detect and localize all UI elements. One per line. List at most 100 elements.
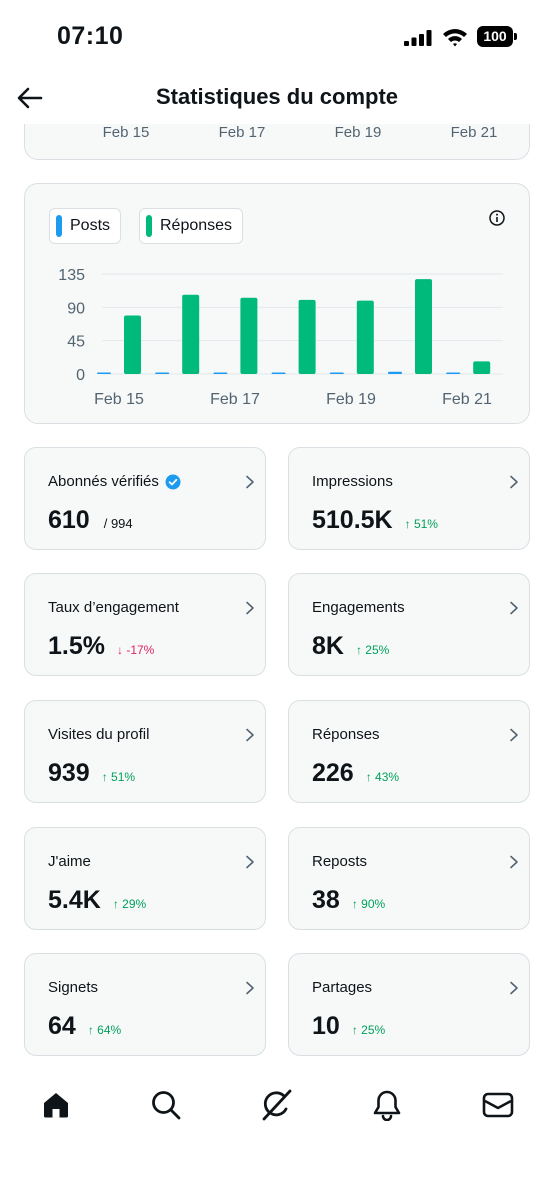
chevron-right-icon — [510, 855, 518, 869]
nav-home[interactable] — [31, 1080, 81, 1130]
chevron-right-icon — [246, 981, 254, 995]
bar-replies[interactable] — [240, 297, 258, 374]
page-title: Statistiques du compte — [155, 84, 399, 109]
stat-label-text: Abonnés vérifiés — [48, 473, 159, 490]
chart-card: Posts Réponses 135 90 45 0 Feb 15 Feb 17 Feb 1… — [24, 183, 530, 424]
home-icon — [44, 1093, 68, 1118]
back-button[interactable] — [12, 80, 48, 116]
stat-label-text: Engagements — [312, 599, 405, 616]
chevron-right-icon — [510, 728, 518, 742]
stat-label: Signets — [48, 979, 98, 996]
stat-card[interactable]: Engagements 8K ↑ 25% — [288, 573, 530, 676]
y-tick-label: 135 — [58, 267, 85, 284]
stat-value-row: 510.5K ↑ 51% — [312, 506, 438, 535]
nav-notifications[interactable] — [362, 1080, 412, 1130]
stat-label: Impressions — [312, 473, 393, 490]
stat-label: Engagements — [312, 599, 405, 616]
stat-change: ↑ 90% — [351, 897, 386, 911]
stat-value: 8K — [312, 632, 344, 660]
stat-value: 5.4K — [48, 886, 101, 914]
stat-label: J'aime — [48, 853, 91, 870]
info-icon[interactable] — [488, 209, 506, 227]
previous-chart-x-labels: Feb 15 Feb 17 Feb 19 Feb 21 — [25, 124, 529, 144]
stat-label-text: J'aime — [48, 853, 91, 870]
battery-icon: 100 — [477, 26, 517, 47]
stat-change: ↑ 43% — [365, 770, 400, 784]
wifi-icon — [443, 29, 467, 47]
x-tick-label: Feb 15 — [94, 391, 144, 408]
stat-value: 510.5K — [312, 506, 393, 534]
stat-value-row: 1.5% ↓ -17% — [48, 632, 154, 661]
chevron-right-icon — [246, 475, 254, 489]
legend-label: Réponses — [160, 217, 233, 234]
stat-card[interactable]: Visites du profil 939 ↑ 51% — [24, 700, 266, 803]
stat-card[interactable]: Partages 10 ↑ 25% — [288, 953, 530, 1056]
nav-grok[interactable] — [252, 1080, 302, 1130]
stat-value-row: 226 ↑ 43% — [312, 759, 399, 788]
bar-posts[interactable] — [329, 372, 344, 375]
stat-value: 64 — [48, 1012, 76, 1040]
bar-posts[interactable] — [271, 372, 286, 375]
bar-replies[interactable] — [356, 300, 374, 374]
nav-messages[interactable] — [473, 1080, 523, 1130]
stat-label: Reposts — [312, 853, 367, 870]
stat-value-row: 8K ↑ 25% — [312, 632, 389, 661]
stat-change: ↑ 51% — [404, 517, 438, 531]
stat-value: 939 — [48, 759, 90, 787]
chevron-right-icon — [510, 475, 518, 489]
stat-change: ↑ 64% — [87, 1023, 122, 1037]
bar-posts[interactable] — [97, 372, 111, 375]
status-time: 07:10 — [57, 22, 124, 50]
bottom-navigation — [0, 1080, 554, 1150]
legend-replies[interactable]: Réponses — [139, 208, 244, 244]
stat-card[interactable]: Abonnés vérifiés 610 / 994 — [24, 447, 266, 550]
stat-label: Partages — [312, 979, 372, 996]
stat-label-text: Visites du profil — [48, 726, 150, 743]
stat-value: 10 — [312, 1012, 340, 1040]
stat-change: ↑ 25% — [355, 643, 390, 657]
legend-swatch-replies — [146, 215, 152, 237]
chevron-right-icon — [510, 601, 518, 615]
status-bar: 07:10 100 — [0, 0, 554, 72]
bell-icon — [373, 1090, 401, 1121]
bar-replies[interactable] — [415, 279, 432, 374]
y-tick-label: 45 — [67, 334, 85, 351]
arrow-left-icon — [17, 87, 43, 109]
battery-level: 100 — [477, 26, 513, 47]
stat-card[interactable]: Réponses 226 ↑ 43% — [288, 700, 530, 803]
stat-label-text: Reposts — [312, 853, 368, 870]
stat-card[interactable]: Reposts 38 ↑ 90% — [288, 827, 530, 930]
bar-posts[interactable] — [446, 372, 461, 375]
bar-replies[interactable] — [298, 299, 316, 374]
stat-change: ↓ -17% — [116, 643, 155, 657]
stat-card[interactable]: Signets 64 ↑ 64% — [24, 953, 266, 1056]
bar-chart: 135 90 45 0 Feb 15 Feb 17 Feb 19 Feb 21 — [58, 267, 503, 408]
stat-change: ↑ 29% — [112, 897, 147, 911]
signal-icon — [404, 30, 432, 46]
chevron-right-icon — [510, 981, 518, 995]
x-tick-label: Feb 21 — [450, 124, 498, 141]
nav-search[interactable] — [141, 1080, 191, 1130]
stat-value-row: 64 ↑ 64% — [48, 1012, 121, 1041]
bar-posts[interactable] — [388, 371, 402, 374]
header-background — [0, 72, 554, 124]
bar-replies[interactable] — [182, 294, 200, 374]
stat-card[interactable]: Taux d’engagement 1.5% ↓ -17% — [24, 573, 266, 676]
legend-posts[interactable]: Posts — [49, 208, 122, 244]
x-tick-label: Feb 19 — [334, 124, 382, 141]
bar-posts[interactable] — [213, 372, 228, 375]
bar-posts[interactable] — [155, 372, 170, 375]
stat-value: 610 — [48, 506, 90, 534]
stat-label-text: Signets — [48, 979, 99, 996]
stat-card[interactable]: J'aime 5.4K ↑ 29% — [24, 827, 266, 930]
bar-replies[interactable] — [124, 315, 141, 374]
stat-value: 226 — [312, 759, 354, 787]
chevron-right-icon — [246, 855, 254, 869]
chevron-right-icon — [246, 601, 254, 615]
page-header: Statistiques du compte — [0, 72, 554, 126]
y-tick-label: 90 — [67, 300, 85, 317]
bar-replies[interactable] — [473, 361, 491, 374]
stat-value: 38 — [312, 886, 340, 914]
stat-value-row: 10 ↑ 25% — [312, 1012, 385, 1041]
stat-card[interactable]: Impressions 510.5K ↑ 51% — [288, 447, 530, 550]
